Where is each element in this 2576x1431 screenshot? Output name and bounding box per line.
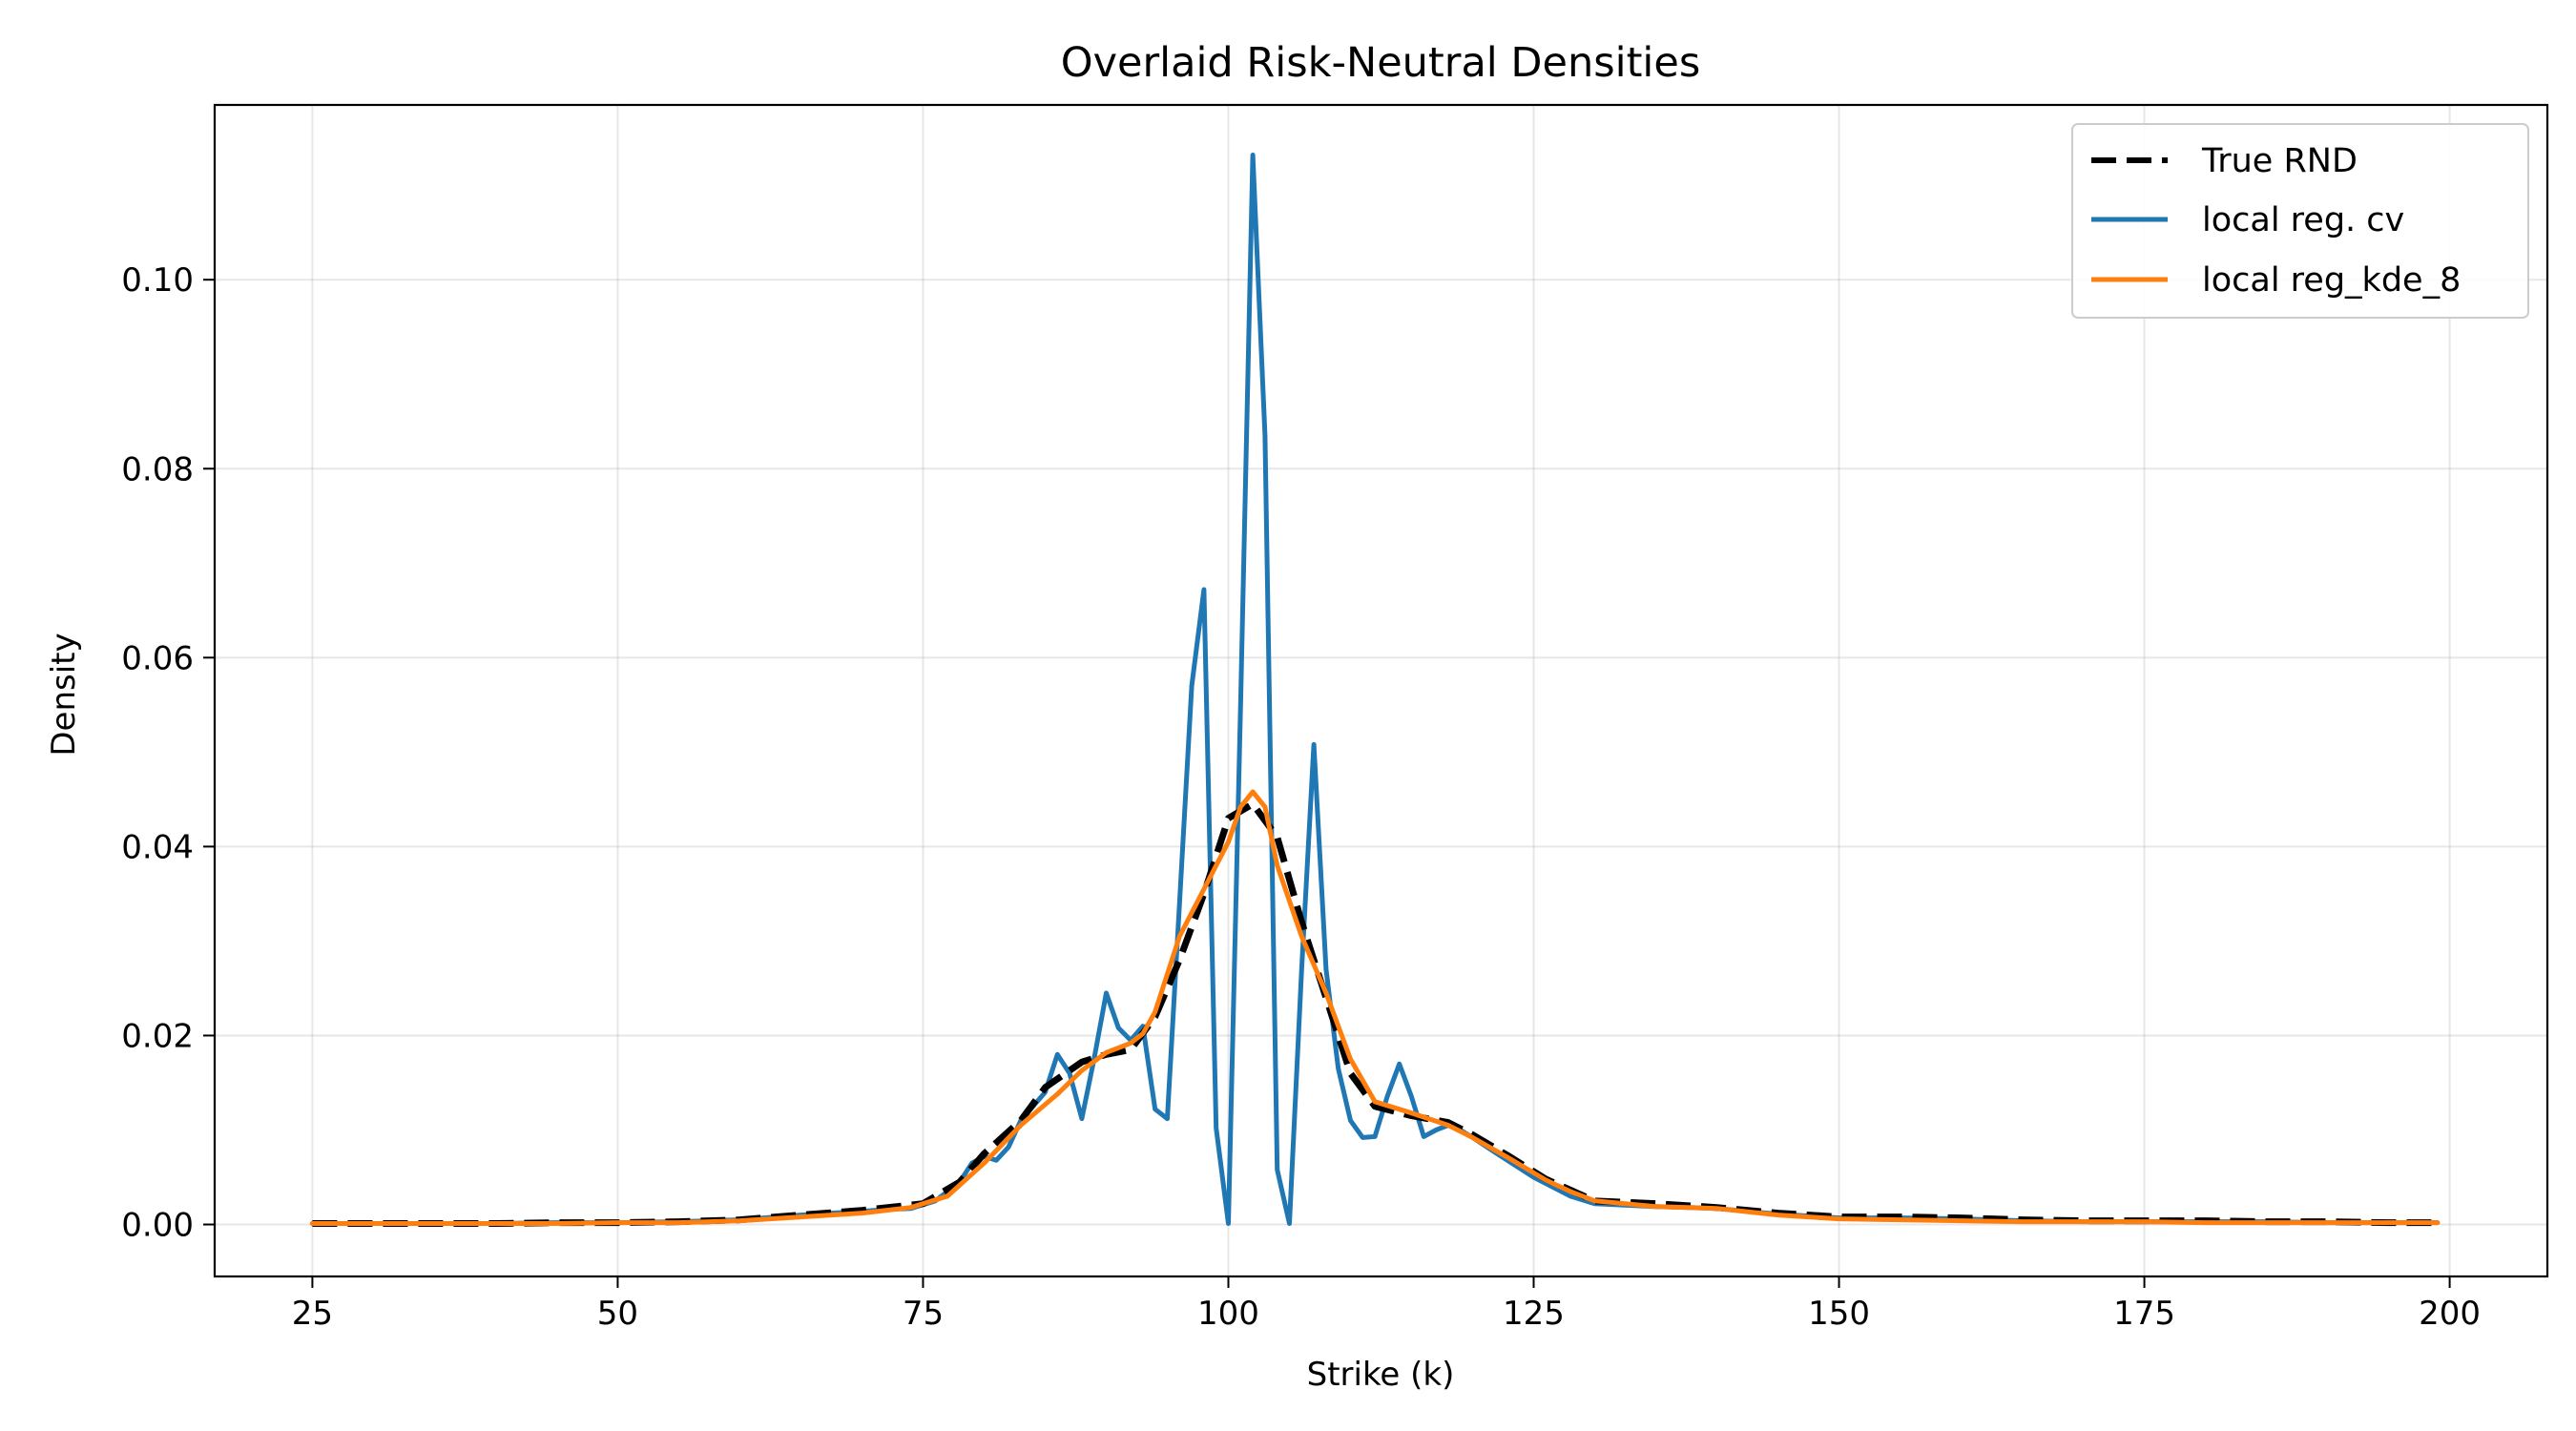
y-axis-label: Density xyxy=(45,633,83,756)
x-tick-label: 100 xyxy=(1197,1295,1259,1333)
x-tick-label: 25 xyxy=(292,1295,333,1333)
x-axis: 25 50 75 100 125 150 175 200 xyxy=(292,1276,2481,1333)
y-tick-label: 0.10 xyxy=(121,261,194,300)
legend-label-local-reg-kde-8: local reg_kde_8 xyxy=(2202,261,2461,300)
chart-title: Overlaid Risk-Neutral Densities xyxy=(1061,39,1701,87)
series-line-local-reg-kde-8 xyxy=(309,789,2441,1226)
y-tick-label: 0.00 xyxy=(121,1207,194,1245)
x-tick-label: 50 xyxy=(597,1295,638,1333)
y-tick-label: 0.06 xyxy=(121,639,194,677)
x-tick-label: 75 xyxy=(903,1295,944,1333)
x-axis-label: Strike (k) xyxy=(1307,1356,1455,1394)
plot-frame xyxy=(213,103,2549,1278)
series-layer xyxy=(309,153,2441,1227)
legend-frame xyxy=(2071,123,2529,319)
x-tick-label: 125 xyxy=(1503,1295,1565,1333)
x-tick-label: 200 xyxy=(2419,1295,2481,1333)
legend-label-local-reg-cv: local reg. cv xyxy=(2202,201,2404,239)
y-tick-label: 0.08 xyxy=(121,450,194,488)
x-tick-label: 175 xyxy=(2113,1295,2175,1333)
y-tick-label: 0.02 xyxy=(121,1017,194,1055)
legend: True RND local reg. cv local reg_kde_8 xyxy=(2071,123,2529,319)
y-tick-label: 0.04 xyxy=(121,828,194,866)
legend-label-true-rnd: True RND xyxy=(2201,142,2358,180)
x-tick-label: 150 xyxy=(1808,1295,1870,1333)
y-axis: 0.00 0.02 0.04 0.06 0.08 0.10 xyxy=(121,261,215,1245)
